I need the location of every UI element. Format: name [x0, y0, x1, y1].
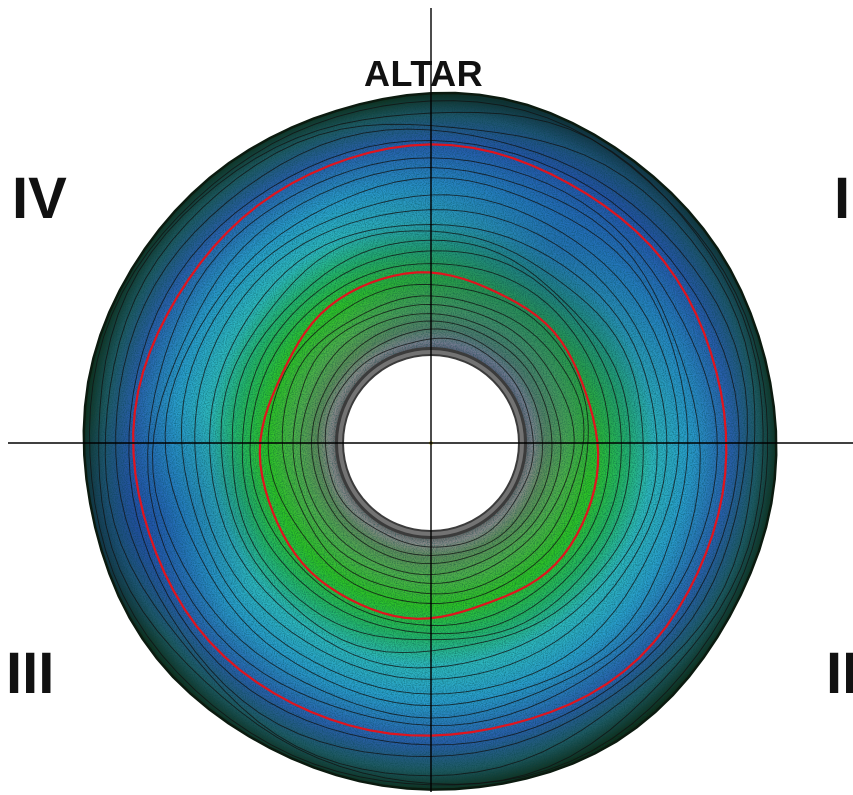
contour-ring — [128, 140, 740, 746]
contour-ring — [89, 100, 769, 786]
quadrant-4-label: IV — [12, 166, 67, 231]
top-direction-label: ALTAR — [364, 53, 484, 94]
contour-ring — [311, 320, 553, 565]
contour-ring — [241, 250, 622, 635]
quadrant-2-label: II — [826, 641, 853, 706]
contour-ring — [324, 337, 534, 548]
contour-ring — [299, 313, 562, 576]
contour-ring — [231, 239, 631, 641]
contour-ring — [152, 167, 701, 719]
contour-ring — [281, 295, 585, 595]
contour-ring — [194, 209, 668, 680]
contour-ring — [267, 283, 589, 604]
contour-ring — [98, 111, 764, 785]
quadrant-1-label: I — [834, 166, 851, 231]
contour-ring — [115, 128, 748, 757]
quadrant-3-label: III — [6, 641, 55, 706]
contour-ring — [209, 224, 658, 669]
inner-highlight-ring — [258, 271, 600, 620]
contour-ring — [164, 177, 689, 707]
